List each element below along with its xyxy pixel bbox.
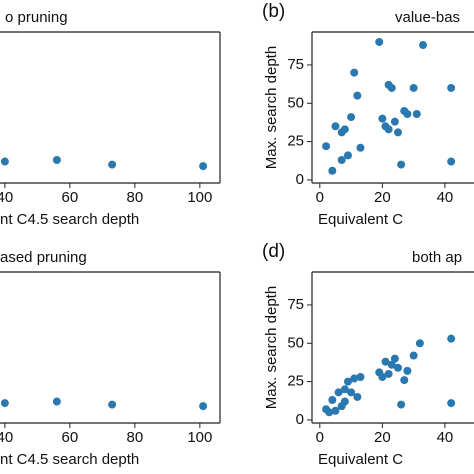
- x-axis-label: Equivalent C: [318, 451, 403, 468]
- point: [378, 114, 387, 123]
- panel-label: (b): [262, 1, 285, 22]
- point: [331, 122, 340, 131]
- x-tick-label: 20: [374, 189, 391, 206]
- point: [394, 128, 403, 137]
- point: [322, 142, 331, 151]
- point: [343, 377, 352, 386]
- x-axis-label: nt C4.5 search depth: [0, 451, 139, 468]
- point: [412, 110, 421, 119]
- panel-title: ased pruning: [0, 249, 87, 266]
- point: [447, 157, 456, 166]
- point: [199, 162, 208, 171]
- point: [343, 151, 352, 160]
- y-tick-label: 50: [287, 94, 304, 111]
- point: [356, 373, 365, 382]
- point: [347, 113, 356, 122]
- point: [52, 397, 61, 406]
- point: [328, 166, 337, 175]
- point: [108, 400, 117, 409]
- point: [340, 397, 349, 406]
- point: [353, 392, 362, 401]
- point: [384, 125, 393, 134]
- x-axis-label: Equivalent C: [318, 211, 403, 228]
- point: [403, 366, 412, 375]
- point: [0, 157, 9, 166]
- point: [387, 360, 396, 369]
- point: [325, 408, 334, 417]
- point: [375, 37, 384, 46]
- point: [447, 334, 456, 343]
- x-tick-label: 60: [62, 189, 79, 206]
- y-axis-label: Max. search depth: [263, 46, 280, 169]
- y-tick-label: 25: [287, 133, 304, 150]
- point: [199, 402, 208, 411]
- point: [350, 68, 359, 77]
- point: [334, 388, 343, 397]
- point: [397, 400, 406, 409]
- point: [381, 357, 390, 366]
- point: [337, 156, 346, 165]
- point: [387, 83, 396, 92]
- x-tick-label: 40: [0, 429, 13, 446]
- x-tick-label: 0: [316, 429, 324, 446]
- point: [340, 125, 349, 134]
- point: [409, 351, 418, 360]
- point: [403, 110, 412, 119]
- point: [400, 376, 409, 385]
- point: [356, 143, 365, 152]
- y-axis-label: Max. search depth: [263, 286, 280, 409]
- x-tick-label: 100: [187, 429, 212, 446]
- y-tick-label: 75: [287, 296, 304, 313]
- point: [347, 388, 356, 397]
- y-tick-label: 0: [296, 171, 304, 188]
- y-tick-label: 75: [287, 56, 304, 73]
- x-axis-label: nt C4.5 search depth: [0, 211, 139, 228]
- point: [52, 156, 61, 165]
- point: [0, 399, 9, 408]
- panel-title: o pruning: [5, 9, 68, 26]
- point: [378, 373, 387, 382]
- point: [390, 354, 399, 363]
- point: [394, 363, 403, 372]
- y-tick-label: 0: [296, 411, 304, 428]
- point: [340, 385, 349, 394]
- panel-label: (d): [262, 241, 285, 262]
- point: [447, 83, 456, 92]
- point: [350, 374, 359, 383]
- x-tick-label: 40: [437, 189, 454, 206]
- point: [331, 406, 340, 415]
- x-tick-label: 100: [187, 189, 212, 206]
- point: [108, 160, 117, 169]
- point: [447, 399, 456, 408]
- panel-title: value-bas: [395, 9, 460, 26]
- y-tick-label: 25: [287, 373, 304, 390]
- point: [415, 339, 424, 348]
- x-tick-label: 20: [374, 429, 391, 446]
- x-tick-label: 40: [0, 189, 13, 206]
- x-tick-label: 60: [62, 429, 79, 446]
- point: [353, 91, 362, 100]
- y-tick-label: 50: [287, 334, 304, 351]
- point: [384, 369, 393, 378]
- point: [390, 117, 399, 126]
- panel-title: both ap: [412, 249, 462, 266]
- point: [419, 41, 428, 50]
- point: [409, 83, 418, 92]
- point: [328, 396, 337, 405]
- point: [397, 160, 406, 169]
- x-tick-label: 80: [127, 189, 144, 206]
- x-tick-label: 80: [127, 429, 144, 446]
- x-tick-label: 0: [316, 189, 324, 206]
- x-tick-label: 40: [437, 429, 454, 446]
